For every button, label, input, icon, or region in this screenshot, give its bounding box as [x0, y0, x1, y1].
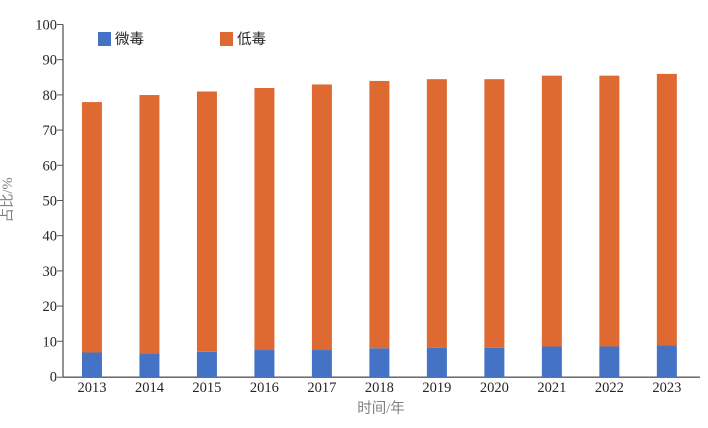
svg-text:低毒: 低毒 [237, 31, 266, 48]
svg-text:0: 0 [50, 370, 57, 386]
svg-text:20: 20 [43, 299, 58, 315]
svg-text:占比/%: 占比/% [0, 177, 16, 222]
svg-text:2021: 2021 [537, 380, 566, 396]
svg-text:2013: 2013 [77, 380, 106, 396]
svg-text:2022: 2022 [595, 380, 624, 396]
svg-text:微毒: 微毒 [115, 31, 144, 48]
svg-text:2020: 2020 [480, 380, 509, 396]
svg-text:40: 40 [43, 229, 58, 245]
svg-text:80: 80 [43, 88, 58, 104]
svg-text:2017: 2017 [307, 380, 336, 396]
svg-text:70: 70 [43, 123, 58, 139]
svg-text:2015: 2015 [192, 380, 221, 396]
svg-text:2023: 2023 [652, 380, 681, 396]
svg-text:30: 30 [43, 264, 58, 280]
svg-text:50: 50 [43, 194, 58, 210]
svg-text:2014: 2014 [135, 380, 165, 396]
svg-text:60: 60 [43, 158, 58, 174]
svg-text:100: 100 [35, 18, 57, 34]
svg-text:10: 10 [43, 334, 58, 350]
svg-text:90: 90 [43, 53, 58, 69]
svg-text:2016: 2016 [250, 380, 279, 396]
svg-text:时间/年: 时间/年 [357, 400, 405, 417]
svg-text:2018: 2018 [365, 380, 394, 396]
svg-text:2019: 2019 [422, 380, 451, 396]
